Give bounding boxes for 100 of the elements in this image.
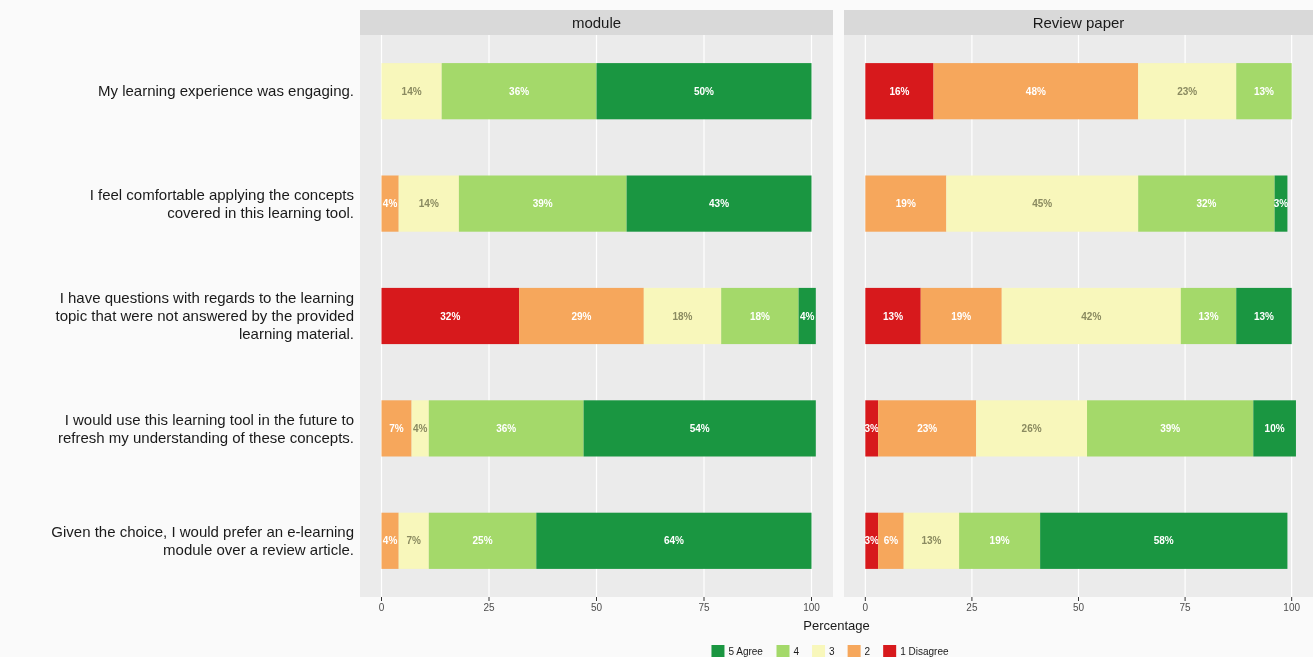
data-label: 23% [1177,85,1198,97]
data-label: 4% [799,310,815,322]
bar [865,175,947,232]
y-tick-label: I would use this learning tool in the future to refresh my understanding of these concepts. [57,410,354,446]
legend-label: 2 [864,646,871,657]
data-label: 45% [1032,198,1053,210]
data-label: 7% [406,535,422,547]
bar [1180,287,1237,345]
bar [1253,400,1296,457]
bar [976,400,1088,457]
chart-title: module [571,13,622,31]
bar [865,400,879,457]
bar [381,63,442,120]
data-label: 19% [951,310,972,322]
data-label: 58% [1153,535,1174,547]
data-label: 43% [709,198,730,210]
data-label: 50% [693,85,715,97]
data-label: 19% [989,535,1010,547]
bar [626,175,812,232]
data-label: 39% [532,198,553,210]
x-tick-label: 75 [1179,602,1192,613]
x-tick-label: 0 [862,602,869,613]
bar [1236,63,1292,120]
x-tick-label: 75 [698,602,710,613]
bar [428,512,537,569]
bar [933,63,1139,120]
data-label: 10% [1264,422,1285,434]
data-label: 32% [440,310,461,322]
data-label: 26% [1021,422,1042,434]
bar [721,287,799,345]
bar [865,287,921,345]
data-label: 3% [864,422,880,434]
bar [428,400,584,457]
data-label: 54% [689,422,710,434]
bar [1138,175,1275,232]
data-label: 36% [496,422,517,434]
data-label: 14% [418,198,439,210]
data-label: 6% [883,535,899,547]
data-label: 13% [1253,85,1275,97]
bar [959,512,1041,569]
data-label: 64% [663,535,685,547]
bar [398,512,429,569]
data-label: 4% [382,535,398,547]
x-tick-label: 25 [483,602,495,613]
data-label: 42% [1081,310,1102,322]
data-label: 3% [1273,198,1289,210]
data-label: 18% [749,310,771,322]
x-tick-label: 50 [1072,602,1085,613]
bar [643,287,722,345]
x-tick-label: 100 [803,602,821,613]
data-label: 3% [864,535,880,547]
y-tick-label: I have questions with regards to the learning topic that were not answered by the provided learning material. [55,289,354,343]
bar [536,512,812,569]
x-tick-label: 50 [590,602,603,613]
bar [1040,512,1288,569]
bar [920,287,1002,345]
data-label: 39% [1160,422,1181,434]
x-tick-label: 100 [1283,602,1301,613]
y-tick-label: I feel comfortable applying the concepts covered in this learning tool. [89,185,354,221]
data-label: 48% [1025,85,1046,97]
x-tick-label: 25 [966,602,978,613]
bar [1087,400,1254,457]
bar [458,175,627,232]
legend-label: 5 Agree [728,646,764,657]
data-label: 29% [571,310,592,322]
data-label: 18% [672,310,693,322]
bar [596,63,812,120]
bar [878,512,904,569]
legend-label: 3 [829,646,836,657]
bar [411,400,429,457]
legend-label: 4 [793,646,800,657]
bar [519,287,644,345]
data-label: 4% [382,198,398,210]
bar [398,175,459,232]
chart-title: Review paper [1032,13,1125,31]
bar [583,400,816,457]
data-label: 4% [412,422,428,434]
data-label: 13% [1198,310,1219,322]
data-label: 14% [401,85,422,97]
data-label: 13% [921,535,942,547]
data-label: 13% [883,310,904,322]
bar [946,175,1139,232]
data-label: 19% [895,198,916,210]
x-tick-label: 0 [378,602,385,613]
y-tick-label: Given the choice, I would prefer an e-learning module over a review article. [51,523,354,559]
bar [1001,287,1181,345]
data-label: 13% [1253,310,1275,322]
bar [381,287,520,345]
legend-label: 1 Disagree [900,646,949,657]
bar [1138,63,1237,120]
data-label: 7% [389,422,404,434]
bar [441,63,597,120]
y-tick-label: My learning experience was engaging. [98,82,354,100]
data-label: 25% [472,535,493,547]
x-axis-title: Percentage [803,618,870,633]
data-label: 36% [509,85,530,97]
data-label: 32% [1196,198,1217,210]
data-label: 16% [889,85,910,97]
bar [381,400,412,457]
bar [878,400,977,457]
